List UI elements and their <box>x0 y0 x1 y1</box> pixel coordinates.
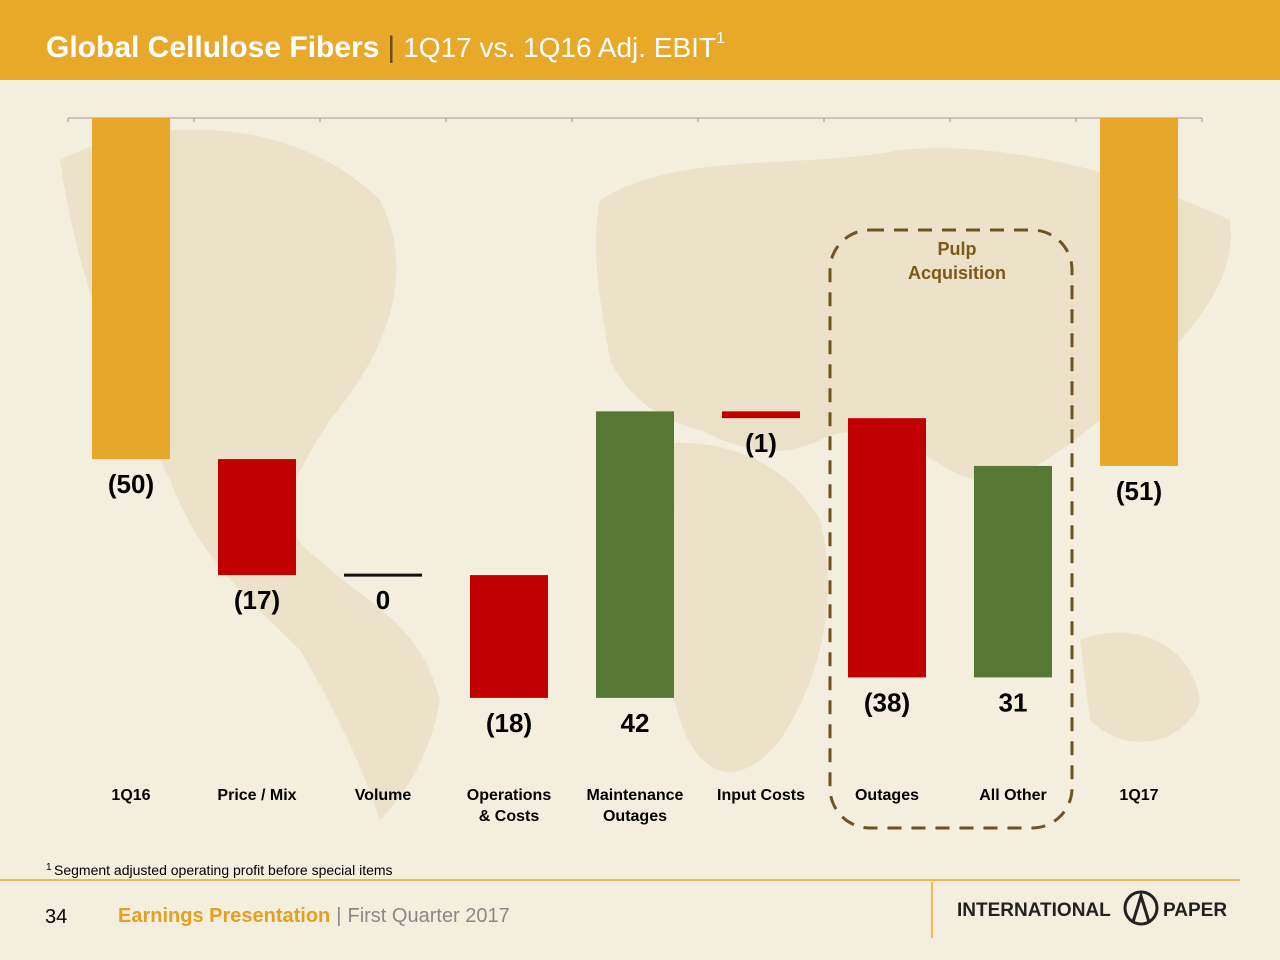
bar <box>848 418 926 678</box>
bar <box>596 411 674 698</box>
value-label: (18) <box>486 708 532 738</box>
value-label: 0 <box>376 585 390 615</box>
title: Global Cellulose Fibers <box>46 31 379 64</box>
x-tick-label: Outages <box>854 787 919 804</box>
footer-title: Earnings Presentation <box>118 905 330 927</box>
bar <box>92 118 170 460</box>
value-label: (38) <box>864 687 910 717</box>
subtitle: 1Q17 vs. 1Q16 Adj. EBIT <box>403 32 716 63</box>
value-label: (17) <box>234 585 280 615</box>
bar <box>470 575 548 698</box>
footnote-marker: 1 <box>46 862 52 873</box>
footnote: Segment adjusted operating profit before… <box>54 862 393 878</box>
footer-text: Earnings Presentation | First Quarter 2017 <box>118 905 510 927</box>
x-tick-label: Input Costs <box>717 787 805 804</box>
annotation: Acquisition <box>908 263 1006 283</box>
x-tick-label: Operations & Costs <box>466 787 552 825</box>
x-tick-label: 1Q17 <box>1119 787 1159 804</box>
value-label: (51) <box>1116 476 1162 506</box>
header-bar <box>0 0 1280 80</box>
bar <box>218 459 296 576</box>
logo-left: INTERNATIONAL <box>957 900 1111 921</box>
value-label: 42 <box>621 708 650 738</box>
value-label: 31 <box>999 687 1028 717</box>
x-tick-label: Volume <box>354 787 412 804</box>
footer-separator: | <box>336 905 341 927</box>
value-label: (1) <box>745 428 777 458</box>
superscript: 1 <box>716 30 725 47</box>
x-tick-label: All Other <box>979 787 1047 804</box>
separator: | <box>387 31 395 64</box>
annotation: Pulp <box>938 239 977 259</box>
logo-right: PAPER <box>1163 900 1227 921</box>
logo-mark <box>1131 890 1151 923</box>
bar <box>1100 118 1178 466</box>
page-number: 34 <box>45 906 67 928</box>
footer-subtitle: First Quarter 2017 <box>347 905 509 927</box>
bar <box>722 411 800 419</box>
header: Global Cellulose Fibers | 1Q17 vs. 1Q16 Ad… <box>46 30 725 64</box>
value-label: (50) <box>108 469 154 499</box>
x-tick-label: Maintenance Outages <box>586 787 684 825</box>
x-tick-label: 1Q16 <box>111 787 151 804</box>
highlight-box <box>828 228 1074 830</box>
bar <box>974 465 1052 678</box>
x-tick-label: Price / Mix <box>217 787 297 804</box>
